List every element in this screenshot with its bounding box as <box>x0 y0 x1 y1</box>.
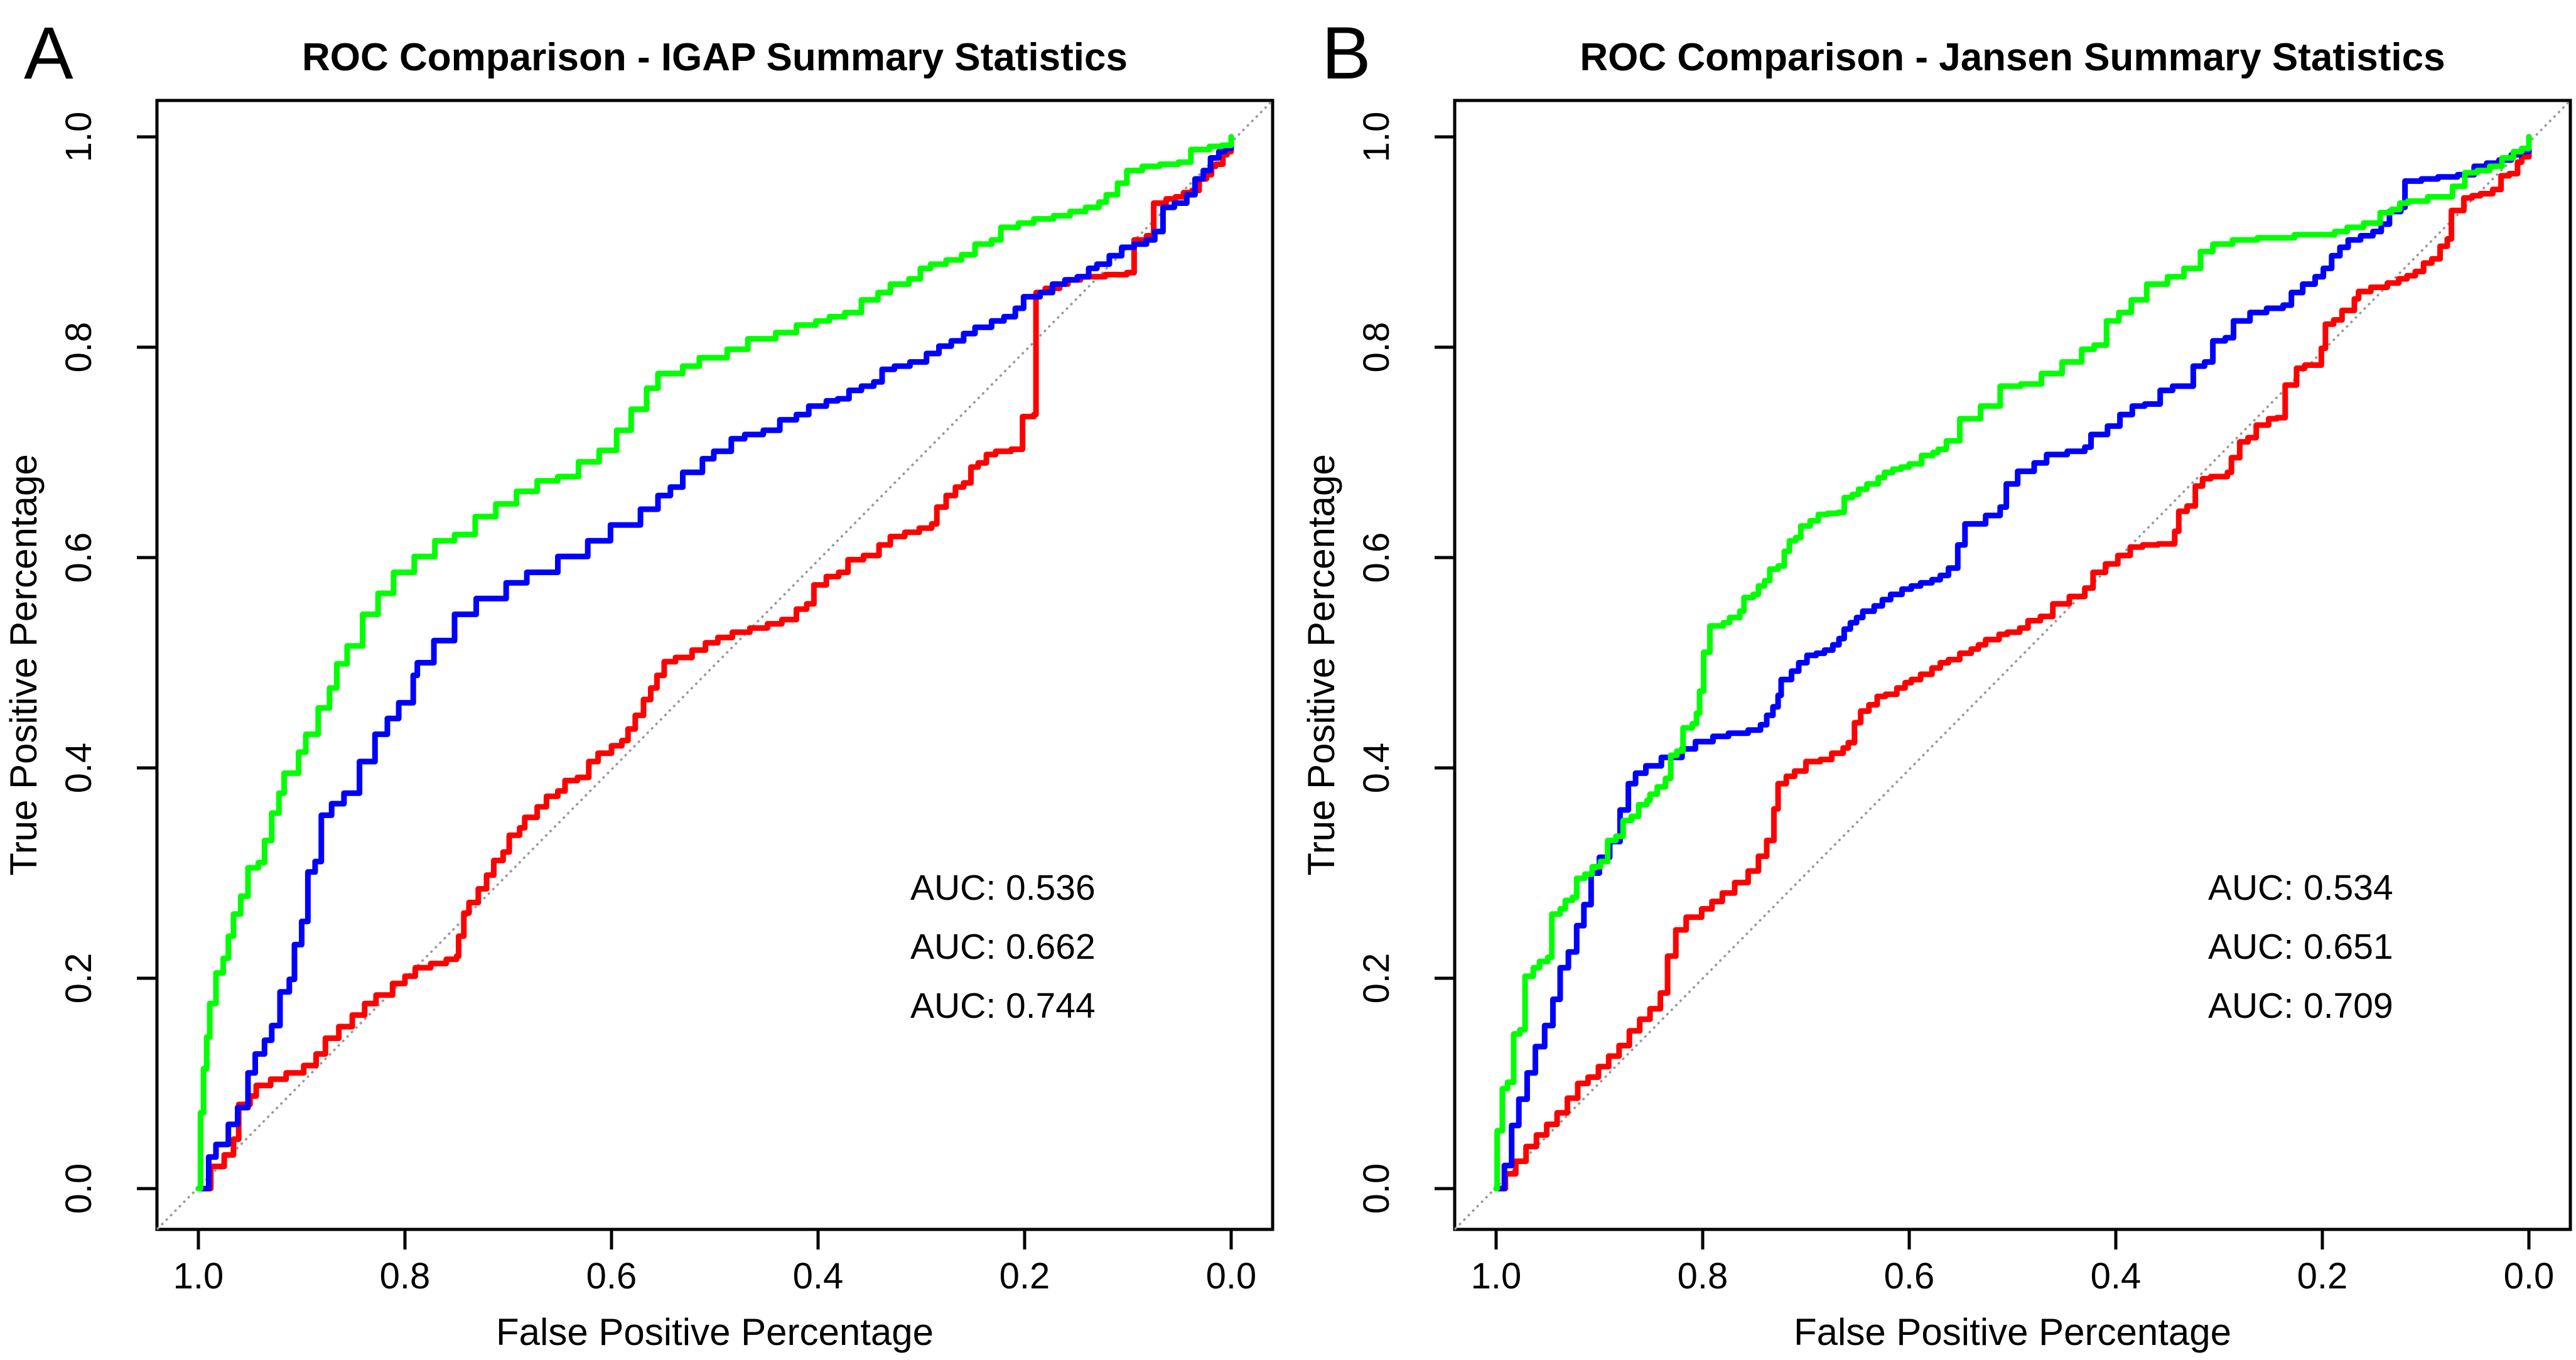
y-axis-tick-label: 1.0 <box>58 112 99 163</box>
y-axis-tick-label: 0.8 <box>58 322 99 373</box>
roc-curve-blue <box>195 134 1234 1192</box>
roc-curve-red <box>1493 134 2532 1192</box>
plot-box <box>1453 99 2572 1231</box>
legend-auc-label-blue: AUC: 0.651 <box>2208 927 2393 967</box>
y-axis-tick-label: 0.0 <box>1356 1163 1397 1214</box>
y-axis-title: True Positive Percentage <box>1300 454 1342 875</box>
chance-diagonal-line <box>156 99 1274 1231</box>
x-axis-tick-label: 0.6 <box>1884 1256 1935 1297</box>
y-axis-title: True Positive Percentage <box>3 454 45 875</box>
plot-box <box>155 99 1275 1231</box>
x-axis-tick-label: 0.0 <box>1206 1256 1257 1297</box>
legend-auc-label-red: AUC: 0.534 <box>2208 868 2393 908</box>
y-axis-tick-label: 0.4 <box>1356 743 1397 794</box>
legend-auc-label-green: AUC: 0.744 <box>910 986 1096 1026</box>
x-axis-tick-label: 0.0 <box>2504 1256 2555 1297</box>
x-axis-tick-label: 0.8 <box>1678 1256 1728 1297</box>
y-axis-tick-label: 0.6 <box>58 532 99 583</box>
panel-title: ROC Comparison - Jansen Summary Statisti… <box>1580 36 2445 79</box>
x-axis-title: False Positive Percentage <box>496 1311 934 1353</box>
y-axis-tick-label: 0.6 <box>1356 532 1397 583</box>
y-axis-tick-label: 0.4 <box>58 743 99 794</box>
legend-auc-label-red: AUC: 0.536 <box>910 868 1096 908</box>
roc-curve-red <box>195 134 1234 1192</box>
panel-a: 1.0 0.8 0.6 0.4 0.2 0.0 0.0 0.2 0.4 0.6 0.8 1.0 ROC … <box>3 12 1275 1353</box>
legend-auc-label-green: AUC: 0.709 <box>2208 986 2393 1026</box>
x-axis-tick-label: 0.4 <box>793 1256 844 1297</box>
roc-curve-green <box>1493 134 2532 1192</box>
x-axis-tick-label: 0.2 <box>1000 1256 1050 1297</box>
y-axis-tick-label: 0.8 <box>1356 322 1397 373</box>
chance-diagonal-line <box>1453 99 2572 1231</box>
y-axis-tick-label: 0.2 <box>58 953 99 1004</box>
x-axis-tick-label: 0.2 <box>2297 1256 2348 1297</box>
panel-letter: B <box>1322 12 1371 95</box>
roc-curve-green <box>195 134 1234 1192</box>
x-axis-tick-label: 1.0 <box>173 1256 224 1297</box>
panel-b: 1.0 0.8 0.6 0.4 0.2 0.0 0.0 0.2 0.4 0.6 0.8 1.0 ROC … <box>1300 12 2572 1353</box>
x-axis-tick-label: 0.4 <box>2091 1256 2142 1297</box>
x-axis-tick-label: 1.0 <box>1471 1256 1522 1297</box>
x-axis-title: False Positive Percentage <box>1794 1311 2231 1353</box>
y-axis-tick-label: 0.2 <box>1356 953 1397 1004</box>
panel-letter: A <box>24 12 73 95</box>
y-axis-tick-label: 1.0 <box>1356 112 1397 163</box>
x-axis-tick-label: 0.6 <box>586 1256 637 1297</box>
x-axis-tick-label: 0.8 <box>380 1256 431 1297</box>
legend-auc-label-blue: AUC: 0.662 <box>910 927 1096 967</box>
roc-curve-blue <box>1493 134 2532 1192</box>
y-axis-tick-label: 0.0 <box>58 1163 99 1214</box>
panel-title: ROC Comparison - IGAP Summary Statistics <box>302 36 1128 79</box>
